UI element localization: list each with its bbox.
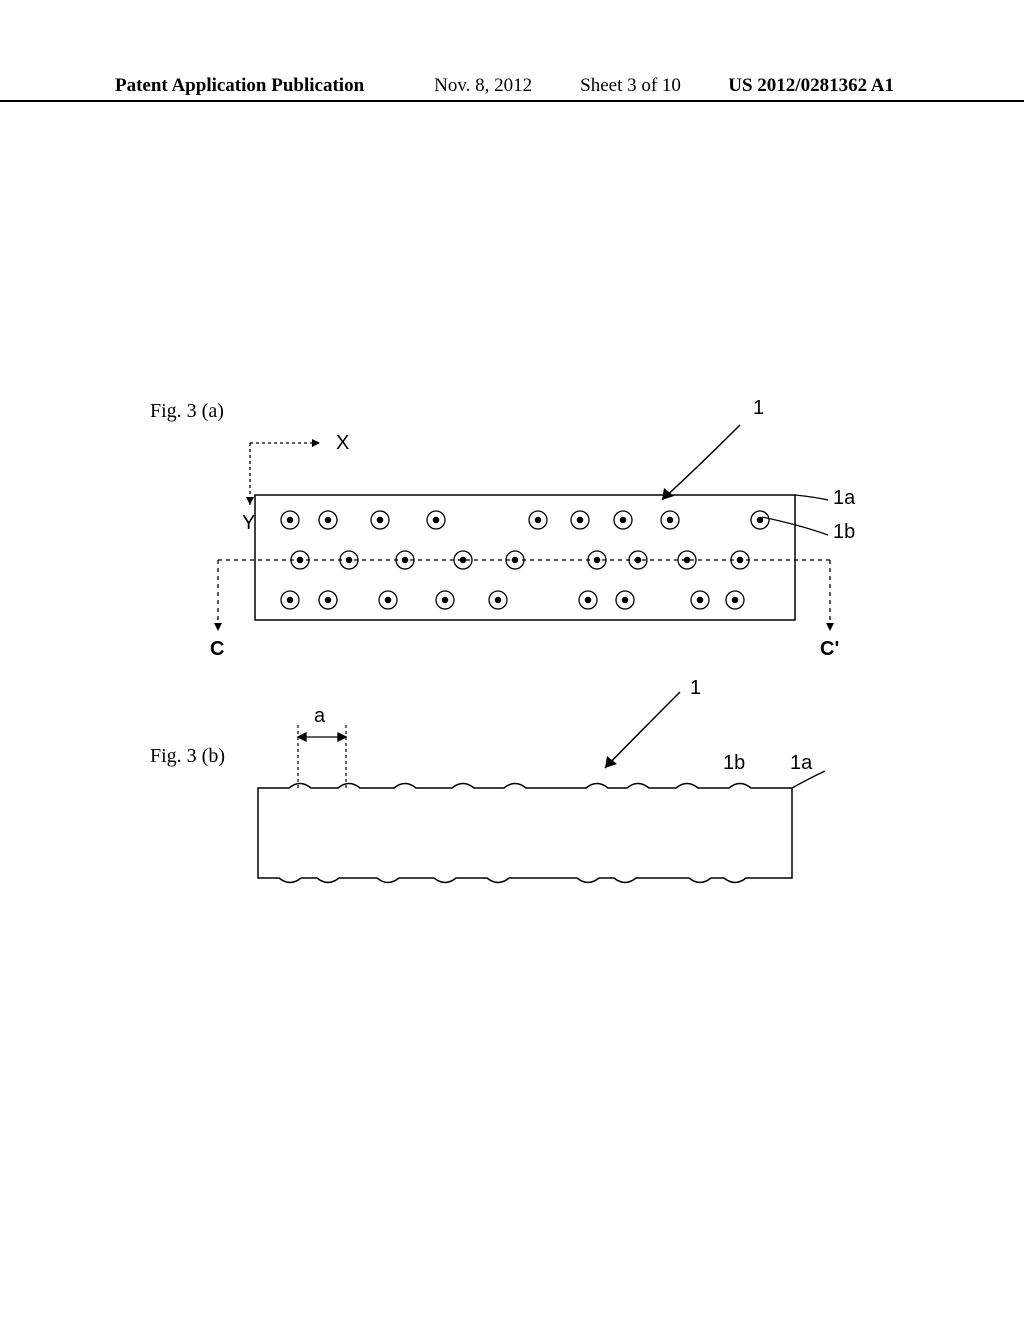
header-sheet: Sheet 3 of 10: [580, 75, 681, 97]
ref-1a-label-a: 1a: [833, 487, 855, 510]
header-publication: Patent Application Publication: [115, 75, 364, 97]
figure-b-diagram: a: [0, 670, 900, 930]
ref-1-label-b: 1: [690, 677, 701, 700]
header-date: Nov. 8, 2012: [434, 75, 532, 97]
ref-1-label-a: 1: [753, 397, 764, 420]
page-header: Patent Application Publication Nov. 8, 2…: [0, 75, 1024, 102]
ref-1b-label-b: 1b: [723, 752, 745, 775]
axis-y-label: Y: [242, 512, 255, 534]
ref-a-label: a: [314, 705, 326, 727]
ref-1a-label-b: 1a: [790, 752, 812, 775]
axis-x-label: X: [336, 432, 349, 454]
header-patent-number: US 2012/0281362 A1: [728, 75, 894, 97]
section-c-prime-label: C': [820, 638, 839, 660]
section-c-label: C: [210, 638, 224, 660]
ref-1b-label-a: 1b: [833, 521, 855, 544]
figure-a-diagram: X Y C C': [0, 395, 900, 675]
